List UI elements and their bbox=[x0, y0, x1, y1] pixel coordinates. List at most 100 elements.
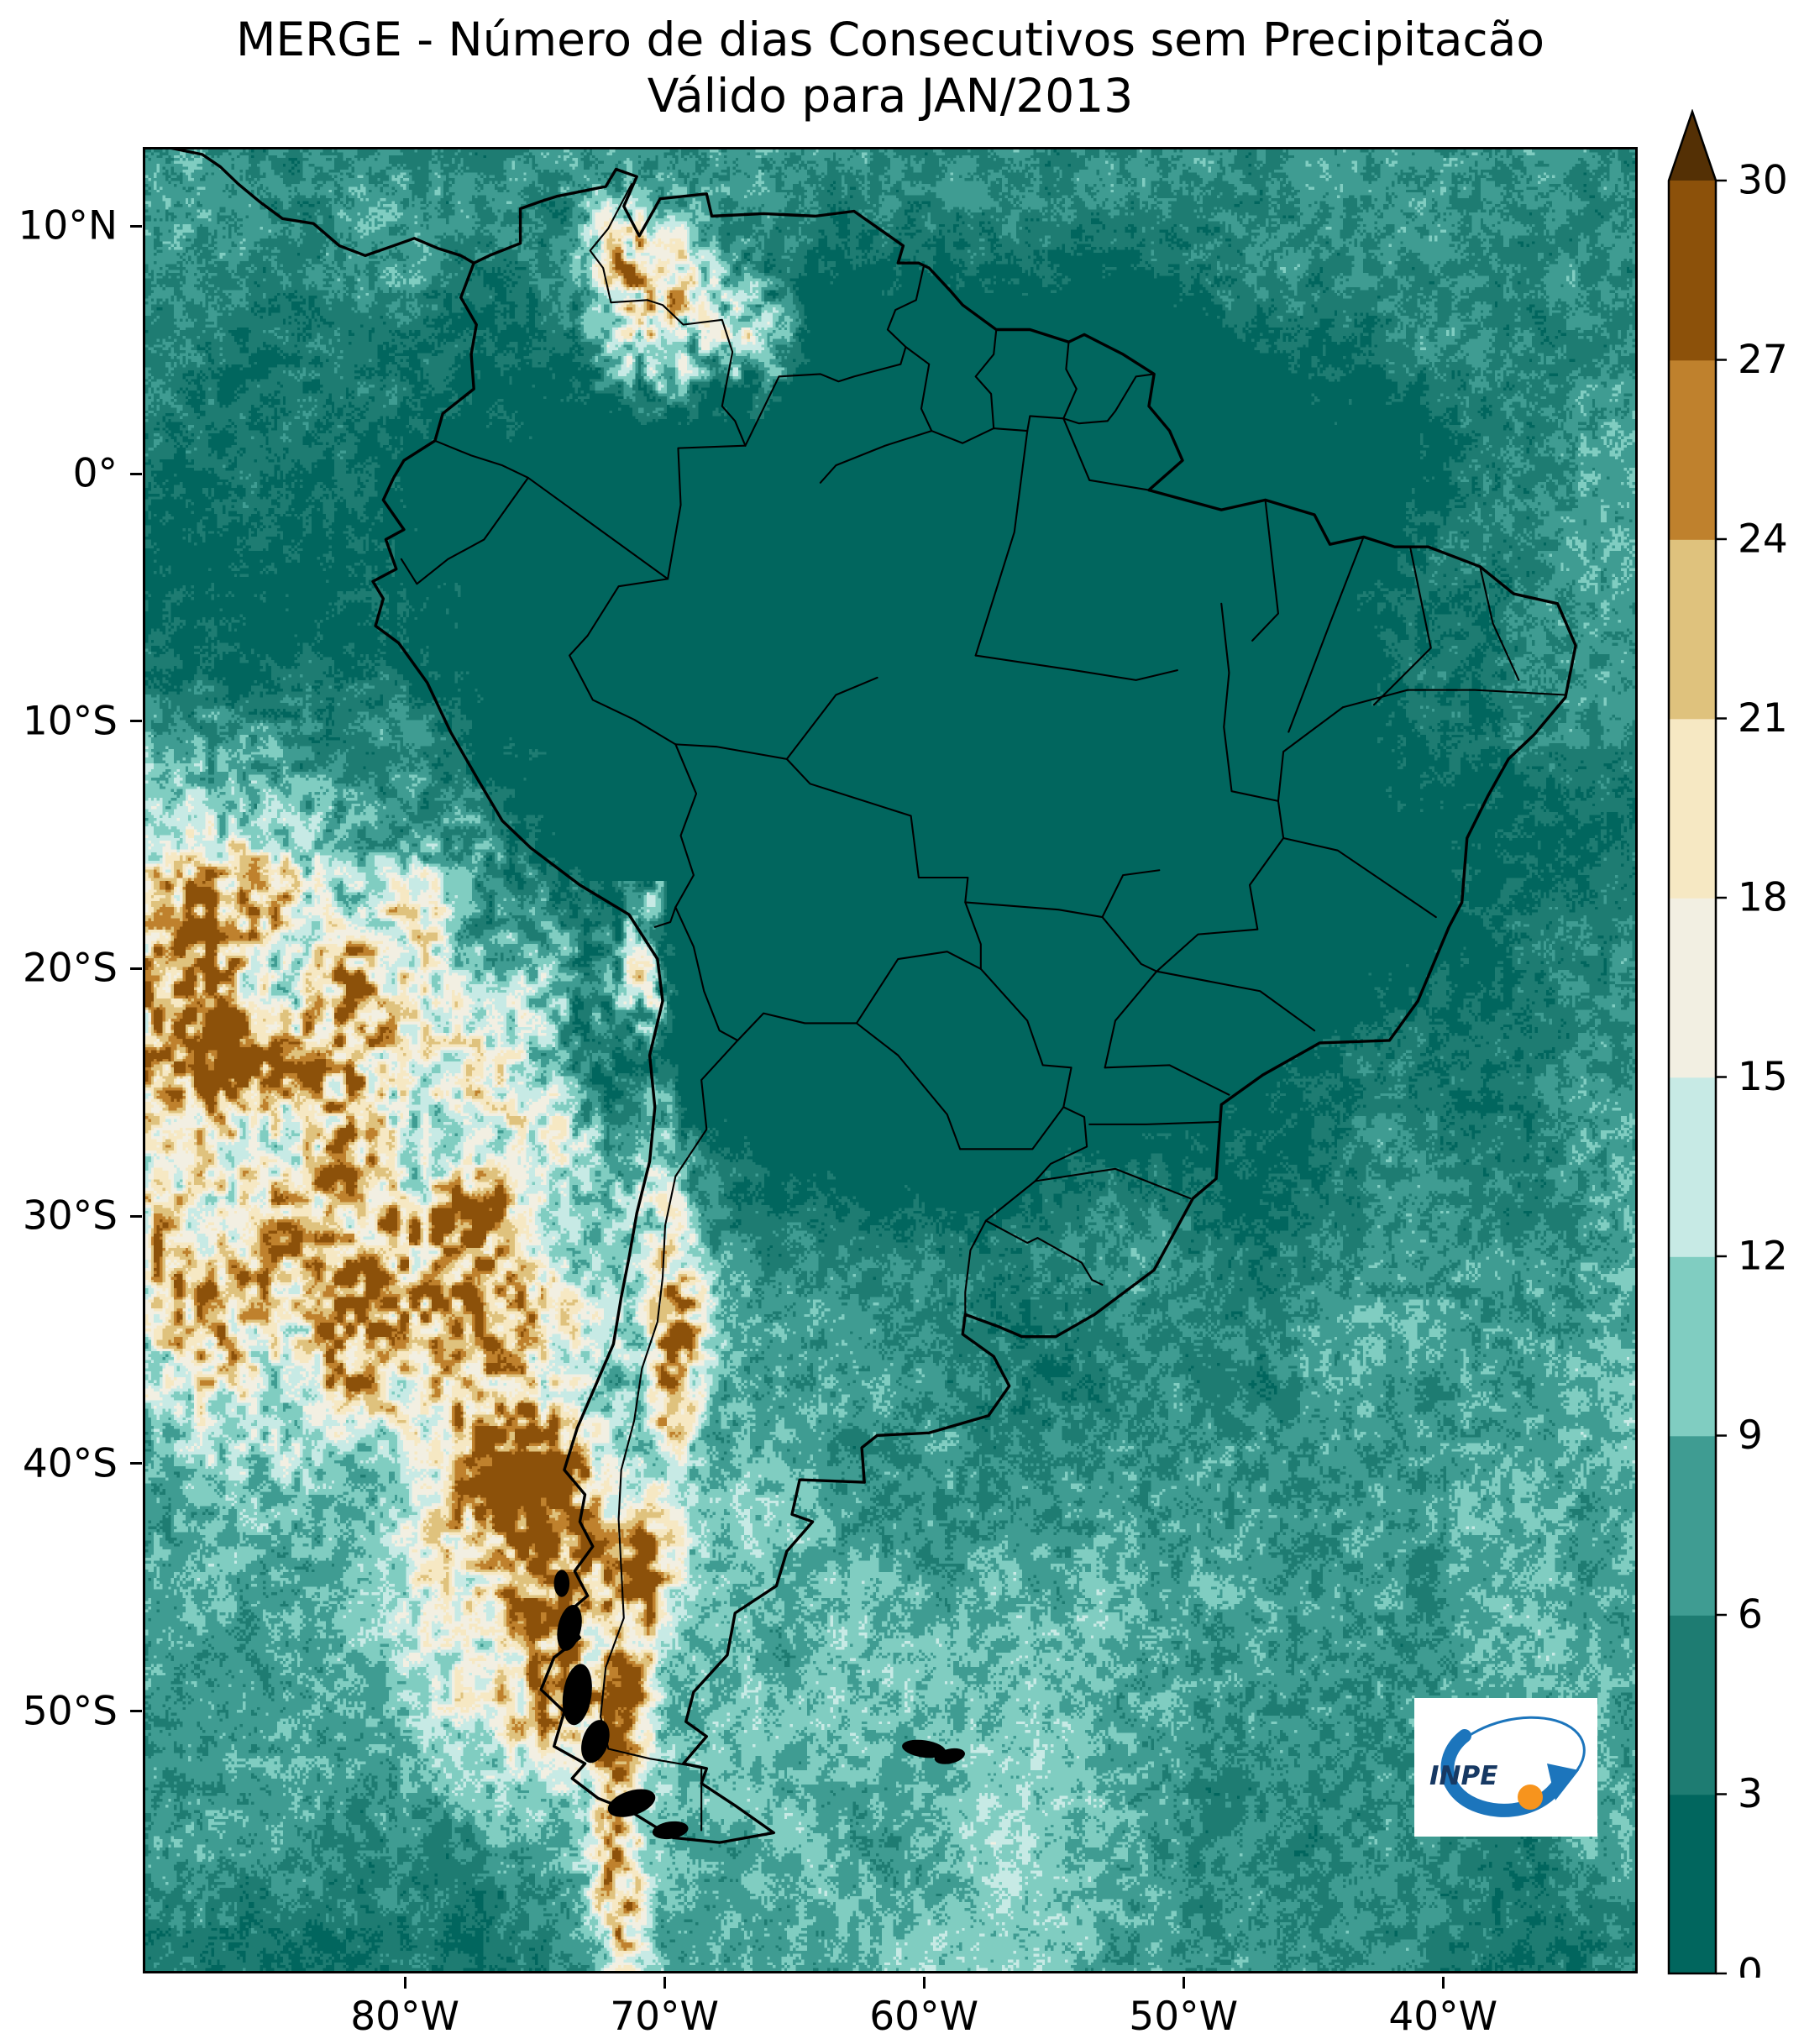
border-line bbox=[1220, 602, 1279, 802]
ice-field-patch bbox=[581, 1720, 610, 1764]
precipitation-raster bbox=[145, 149, 1635, 1971]
border-line bbox=[964, 901, 1104, 919]
border-line bbox=[855, 1022, 962, 1150]
border-line bbox=[1101, 916, 1158, 1069]
y-tick-mark bbox=[130, 1214, 142, 1218]
x-tick-label: 70°W bbox=[610, 1994, 720, 2040]
border-line bbox=[974, 430, 1029, 657]
border-line bbox=[400, 476, 529, 585]
border-line bbox=[1341, 689, 1566, 709]
colorbar-segment bbox=[1669, 1256, 1716, 1437]
y-tick-mark bbox=[130, 1710, 142, 1713]
y-tick-mark bbox=[130, 720, 142, 723]
border-line bbox=[433, 439, 529, 479]
country-borders-overlay bbox=[170, 149, 1577, 1844]
y-tick-mark bbox=[130, 1462, 142, 1465]
x-tick-label: 50°W bbox=[1129, 1994, 1239, 2040]
y-tick-mark bbox=[130, 967, 142, 970]
border-line bbox=[1101, 869, 1161, 919]
border-line bbox=[905, 346, 1156, 444]
x-tick-mark bbox=[922, 1977, 926, 1989]
colorbar: 0 3 6 9 12 15 18 21 24 27 30 bbox=[1667, 108, 1804, 1997]
title-line2: Válido para JAN/2013 bbox=[647, 69, 1134, 123]
colorbar-segment bbox=[1669, 1794, 1716, 1974]
colorbar-segment bbox=[1669, 718, 1716, 899]
colorbar-tick-label: 15 bbox=[1738, 1054, 1788, 1100]
ice-field-patch bbox=[557, 1604, 582, 1651]
ice-field-patch bbox=[607, 1789, 656, 1817]
border-line bbox=[1287, 536, 1365, 733]
border-line bbox=[744, 265, 926, 447]
border-line bbox=[674, 743, 698, 909]
y-tick-label: 0° bbox=[72, 450, 118, 497]
y-tick-mark bbox=[130, 224, 142, 228]
x-tick-mark bbox=[1182, 1977, 1185, 1989]
border-line bbox=[819, 430, 933, 484]
colorbar-segment bbox=[1669, 898, 1716, 1078]
logo-orange-dot-icon bbox=[1518, 1785, 1543, 1810]
colorbar-tick-label: 3 bbox=[1738, 1771, 1763, 1817]
border-line bbox=[1104, 1064, 1230, 1096]
border-line bbox=[974, 654, 1178, 681]
coastline bbox=[371, 167, 1577, 1844]
ice-field-patch bbox=[934, 1748, 965, 1764]
colorbar-tick-label: 18 bbox=[1738, 875, 1788, 921]
x-tick-mark bbox=[403, 1977, 406, 1989]
ice-field-patch bbox=[562, 1664, 592, 1726]
border-line bbox=[1062, 417, 1151, 491]
border-line bbox=[1251, 499, 1279, 642]
border-line bbox=[737, 1012, 857, 1042]
border-line bbox=[1062, 341, 1078, 420]
y-tick-label: 20°S bbox=[22, 945, 118, 992]
x-axis-ticks: 80°W 70°W 60°W 50°W 40°W bbox=[143, 1973, 1638, 2041]
colorbar-segment bbox=[1669, 181, 1716, 361]
y-tick-label: 40°S bbox=[22, 1440, 118, 1487]
border-line bbox=[653, 906, 677, 928]
border-line bbox=[1277, 706, 1345, 840]
colorbar-graphic: 0 3 6 9 12 15 18 21 24 27 30 bbox=[1667, 108, 1788, 1997]
y-tick-label: 10°N bbox=[18, 202, 118, 249]
y-axis-ticks: 10°N 0° 10°S 20°S 30°S 40°S 50°S bbox=[0, 147, 143, 1973]
colorbar-extend-arrow bbox=[1669, 112, 1716, 181]
border-line bbox=[984, 1106, 1088, 1222]
colorbar-tick-label: 0 bbox=[1738, 1951, 1763, 1978]
border-line bbox=[600, 1039, 739, 1768]
inpe-logo-graphic: INPE bbox=[1429, 1716, 1586, 1817]
colorbar-tick-label: 6 bbox=[1738, 1592, 1763, 1638]
border-line bbox=[1156, 836, 1285, 972]
y-tick-label: 30°S bbox=[22, 1192, 118, 1240]
colorbar-tick-label: 27 bbox=[1738, 337, 1788, 383]
logo-text: INPE bbox=[1429, 1761, 1497, 1791]
x-tick-label: 60°W bbox=[869, 1994, 979, 2040]
border-line bbox=[855, 951, 982, 1025]
border-line bbox=[964, 1219, 987, 1316]
border-line bbox=[984, 1219, 1104, 1287]
y-tick-label: 50°S bbox=[22, 1688, 118, 1735]
border-line bbox=[785, 676, 878, 760]
colorbar-segment bbox=[1669, 1077, 1716, 1257]
y-tick-label: 10°S bbox=[22, 698, 118, 745]
border-line bbox=[527, 444, 747, 580]
colorbar-tick-label: 9 bbox=[1738, 1412, 1763, 1459]
border-line bbox=[1156, 970, 1316, 1032]
colorbar-tick-label: 24 bbox=[1738, 516, 1788, 563]
x-tick-mark bbox=[1441, 1977, 1445, 1989]
x-tick-mark bbox=[663, 1977, 666, 1989]
border-line bbox=[1282, 836, 1437, 919]
x-tick-label: 40°W bbox=[1388, 1994, 1498, 2040]
colorbar-tick-label: 21 bbox=[1738, 695, 1788, 742]
border-line bbox=[959, 1106, 1065, 1150]
colorbar-tick-label: 30 bbox=[1738, 158, 1788, 204]
colorbar-segment bbox=[1669, 1615, 1716, 1795]
x-tick-label: 80°W bbox=[350, 1994, 459, 2040]
border-line bbox=[674, 906, 739, 1042]
ice-field-patch bbox=[652, 1821, 689, 1840]
coastline bbox=[170, 149, 475, 265]
ice-field-patch bbox=[902, 1739, 947, 1758]
border-line bbox=[974, 328, 998, 430]
map-area: INPE bbox=[143, 147, 1638, 1973]
y-tick-mark bbox=[130, 472, 142, 475]
border-line bbox=[979, 967, 1072, 1108]
chart-title: MERGE - Número de dias Consecutivos sem … bbox=[143, 12, 1638, 124]
